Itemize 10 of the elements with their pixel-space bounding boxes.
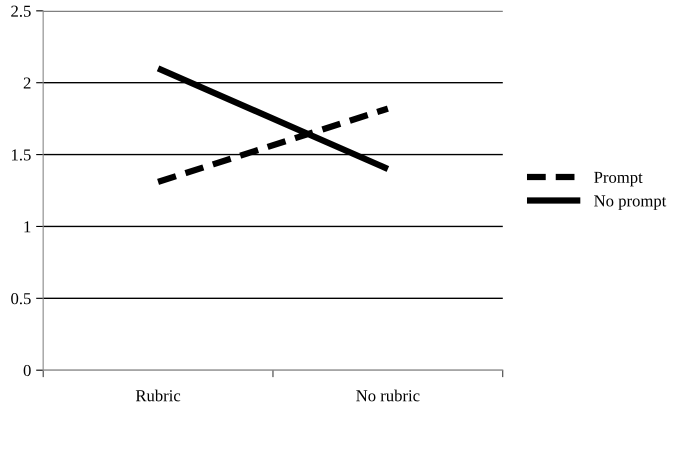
legend-label: No prompt <box>594 195 666 210</box>
y-tick-label: 2 <box>24 77 30 88</box>
y-tick-label: 1.5 <box>12 149 31 161</box>
x-tick-label: Rubric <box>136 390 180 402</box>
y-tick-label: 1 <box>24 221 30 232</box>
legend-label: Prompt <box>594 172 643 186</box>
y-tick-label: 0 <box>24 364 31 376</box>
y-tick-label: 2.5 <box>11 6 31 17</box>
x-tick-label: No rubric <box>356 390 420 402</box>
y-tick-label: 0.5 <box>11 293 31 304</box>
